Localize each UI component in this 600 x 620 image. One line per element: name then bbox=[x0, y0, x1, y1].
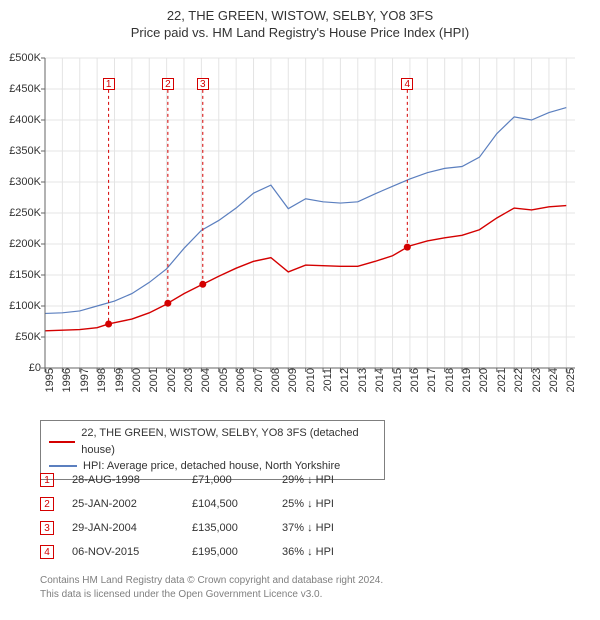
x-axis-label: 2009 bbox=[283, 368, 299, 392]
table-row: 3 29-JAN-2004£135,00037% ↓ HPI bbox=[40, 516, 440, 540]
footnotes: Contains HM Land Registry data © Crown c… bbox=[40, 574, 383, 601]
x-axis-label: 2004 bbox=[196, 368, 212, 392]
sale-marker-box: 1 bbox=[103, 78, 115, 90]
y-axis-label: £400K bbox=[0, 114, 45, 126]
x-axis-label: 1999 bbox=[110, 368, 126, 392]
x-axis-label: 2002 bbox=[162, 368, 178, 392]
x-axis-label: 2006 bbox=[231, 368, 247, 392]
sale-hpi-delta: 25% ↓ HPI bbox=[282, 498, 392, 510]
y-axis-label: £50K bbox=[0, 331, 45, 343]
x-axis-label: 2020 bbox=[474, 368, 490, 392]
y-axis-label: £150K bbox=[0, 269, 45, 281]
sales-table: 1 28-AUG-1998£71,00029% ↓ HPI 2 25-JAN-2002… bbox=[40, 468, 440, 564]
x-axis-label: 2005 bbox=[214, 368, 230, 392]
x-axis-label: 1998 bbox=[92, 368, 108, 392]
x-axis-label: 2015 bbox=[388, 368, 404, 392]
y-axis-label: £300K bbox=[0, 176, 45, 188]
sale-number-box: 4 bbox=[40, 545, 54, 559]
x-axis-label: 2001 bbox=[144, 368, 160, 392]
sale-date: 25-JAN-2002 bbox=[72, 498, 192, 510]
sale-number-box: 2 bbox=[40, 497, 54, 511]
x-axis-label: 2023 bbox=[527, 368, 543, 392]
x-axis-label: 2000 bbox=[127, 368, 143, 392]
x-axis-label: 2014 bbox=[370, 368, 386, 392]
x-axis-label: 1997 bbox=[75, 368, 91, 392]
x-axis-label: 2011 bbox=[318, 368, 334, 392]
y-axis-label: £500K bbox=[0, 52, 45, 64]
table-row: 4 06-NOV-2015£195,00036% ↓ HPI bbox=[40, 540, 440, 564]
x-axis-label: 2016 bbox=[405, 368, 421, 392]
sale-date: 29-JAN-2004 bbox=[72, 522, 192, 534]
sale-price: £135,000 bbox=[192, 522, 282, 534]
legend-item: 22, THE GREEN, WISTOW, SELBY, YO8 3FS (d… bbox=[49, 425, 376, 458]
sale-price: £195,000 bbox=[192, 546, 282, 558]
x-axis-label: 2022 bbox=[509, 368, 525, 392]
x-axis-label: 2017 bbox=[422, 368, 438, 392]
chart-svg bbox=[45, 58, 575, 368]
x-axis-label: 2012 bbox=[335, 368, 351, 392]
sale-hpi-delta: 29% ↓ HPI bbox=[282, 474, 392, 486]
x-axis-label: 2021 bbox=[492, 368, 508, 392]
chart-area: £0£50K£100K£150K£200K£250K£300K£350K£400… bbox=[45, 58, 575, 368]
x-axis-label: 2007 bbox=[249, 368, 265, 392]
x-axis-label: 2013 bbox=[353, 368, 369, 392]
sale-date: 28-AUG-1998 bbox=[72, 474, 192, 486]
y-axis-label: £200K bbox=[0, 238, 45, 250]
y-axis-label: £100K bbox=[0, 300, 45, 312]
sale-price: £104,500 bbox=[192, 498, 282, 510]
chart-subtitle: Price paid vs. HM Land Registry's House … bbox=[0, 25, 600, 44]
x-axis-label: 1996 bbox=[57, 368, 73, 392]
footnote-copyright: Contains HM Land Registry data © Crown c… bbox=[40, 574, 383, 588]
y-axis-label: £250K bbox=[0, 207, 45, 219]
legend-swatch bbox=[49, 465, 77, 467]
y-axis-label: £450K bbox=[0, 83, 45, 95]
x-axis-label: 2025 bbox=[561, 368, 577, 392]
sale-date: 06-NOV-2015 bbox=[72, 546, 192, 558]
footnote-licence: This data is licensed under the Open Gov… bbox=[40, 588, 383, 602]
sale-hpi-delta: 36% ↓ HPI bbox=[282, 546, 392, 558]
sale-hpi-delta: 37% ↓ HPI bbox=[282, 522, 392, 534]
sale-price: £71,000 bbox=[192, 474, 282, 486]
table-row: 2 25-JAN-2002£104,50025% ↓ HPI bbox=[40, 492, 440, 516]
legend-label: 22, THE GREEN, WISTOW, SELBY, YO8 3FS (d… bbox=[81, 425, 376, 458]
sale-number-box: 1 bbox=[40, 473, 54, 487]
legend-swatch bbox=[49, 441, 75, 443]
chart-title: 22, THE GREEN, WISTOW, SELBY, YO8 3FS bbox=[0, 0, 600, 25]
table-row: 1 28-AUG-1998£71,00029% ↓ HPI bbox=[40, 468, 440, 492]
x-axis-label: 2024 bbox=[544, 368, 560, 392]
x-axis-label: 2010 bbox=[301, 368, 317, 392]
sale-marker-box: 4 bbox=[401, 78, 413, 90]
y-axis-label: £350K bbox=[0, 145, 45, 157]
sale-number-box: 3 bbox=[40, 521, 54, 535]
x-axis-label: 2019 bbox=[457, 368, 473, 392]
x-axis-label: 2003 bbox=[179, 368, 195, 392]
sale-marker-box: 3 bbox=[197, 78, 209, 90]
x-axis-label: 2018 bbox=[440, 368, 456, 392]
y-axis-label: £0 bbox=[0, 362, 45, 374]
x-axis-label: 1995 bbox=[40, 368, 56, 392]
sale-marker-box: 2 bbox=[162, 78, 174, 90]
x-axis-label: 2008 bbox=[266, 368, 282, 392]
